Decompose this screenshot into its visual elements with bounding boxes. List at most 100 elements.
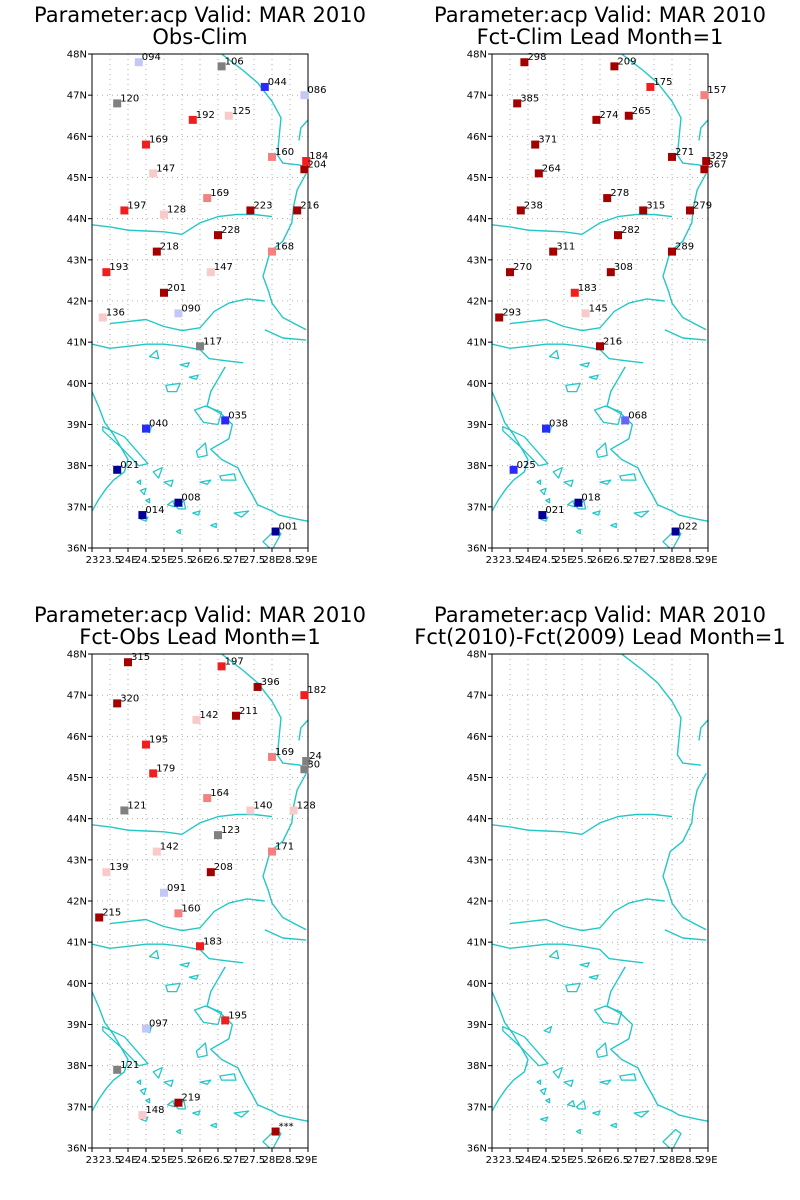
island-outline xyxy=(188,374,199,380)
station-marker xyxy=(149,769,158,778)
x-tick-label: 28.5 xyxy=(679,1155,701,1166)
map-panel-fct-clim: Parameter:acp Valid: MAR 2010 Fct-Clim Le… xyxy=(400,0,800,600)
y-tick-label: 40N xyxy=(67,979,87,990)
station-marker xyxy=(149,169,158,178)
station-value-label: 293 xyxy=(502,307,521,318)
island-outline xyxy=(175,1128,181,1135)
station-value-label: 274 xyxy=(599,110,618,121)
x-tick-label: 25.5 xyxy=(171,555,193,566)
x-tick-label: 25E xyxy=(154,1155,173,1166)
island-outline xyxy=(210,522,217,529)
island-outline xyxy=(139,487,147,496)
y-tick-label: 44N xyxy=(67,814,87,825)
map-panel-svg: Parameter:acp Valid: MAR 2010Fct(2010)-F… xyxy=(414,603,786,1192)
x-tick-label: 27E xyxy=(226,555,245,566)
station-value-label: 271 xyxy=(675,147,694,158)
x-tick-label: 23 xyxy=(486,555,499,566)
station-value-label: 192 xyxy=(196,110,215,121)
station-value-label: 140 xyxy=(253,800,272,811)
station-value-label: 195 xyxy=(228,1010,247,1021)
panel-title: Parameter:acp Valid: MAR 2010 xyxy=(34,3,366,27)
station-value-label: 311 xyxy=(556,242,575,253)
station-value-label: 193 xyxy=(109,262,128,273)
coastline xyxy=(92,991,129,1112)
station-marker xyxy=(98,313,107,322)
island-outline xyxy=(145,1097,151,1104)
x-tick-label: 26.5 xyxy=(607,555,629,566)
station-marker xyxy=(113,465,122,474)
y-tick-label: 47N xyxy=(467,691,487,702)
y-tick-label: 48N xyxy=(67,50,87,61)
island-outline xyxy=(610,1122,617,1129)
x-tick-label: 28E xyxy=(262,1155,281,1166)
island-outline xyxy=(565,982,581,993)
island-outline xyxy=(579,962,590,968)
x-tick-label: 24E xyxy=(118,1155,137,1166)
station-marker xyxy=(534,169,543,178)
island-outline xyxy=(619,473,637,481)
y-tick-label: 36N xyxy=(467,544,487,555)
station-marker xyxy=(217,662,226,671)
y-tick-label: 42N xyxy=(467,297,487,308)
x-tick-label: 28E xyxy=(262,555,281,566)
station-value-label: 035 xyxy=(228,410,247,421)
island-outline xyxy=(565,382,581,393)
x-tick-label: 25.5 xyxy=(571,1155,593,1166)
coastline xyxy=(606,966,708,1122)
station-marker xyxy=(95,913,104,922)
station-value-label: 30 xyxy=(307,759,320,770)
y-tick-label: 41N xyxy=(467,338,487,349)
map-layer xyxy=(92,54,308,548)
x-tick-label: 27.5 xyxy=(643,1155,665,1166)
island-outline xyxy=(592,1110,601,1116)
x-tick-label: 24E xyxy=(118,555,137,566)
island-outline xyxy=(192,510,201,516)
station-marker xyxy=(206,868,215,877)
island-outline xyxy=(548,949,560,960)
station-value-label: 123 xyxy=(221,825,240,836)
island-outline xyxy=(543,1025,553,1034)
y-tick-label: 41N xyxy=(67,338,87,349)
station-marker xyxy=(142,1024,150,1033)
y-tick-label: 36N xyxy=(467,1144,487,1155)
panel-subtitle: Fct-Clim Lead Month=1 xyxy=(477,25,724,49)
coastline xyxy=(92,343,244,364)
island-outline xyxy=(517,1165,611,1192)
station-marker xyxy=(538,511,547,520)
x-tick-label: 27E xyxy=(626,555,645,566)
island-outline xyxy=(536,1079,542,1085)
island-outline xyxy=(165,982,181,993)
y-tick-label: 36N xyxy=(67,544,87,555)
station-value-label: 008 xyxy=(181,493,200,504)
station-marker xyxy=(592,115,601,124)
station-marker xyxy=(293,206,302,215)
station-marker xyxy=(268,247,276,256)
island-outline xyxy=(579,362,590,368)
x-tick-label: 29E xyxy=(698,1155,717,1166)
y-tick-label: 41N xyxy=(67,938,87,949)
coastline xyxy=(664,929,707,941)
x-tick-label: 28.5 xyxy=(279,555,301,566)
x-tick-label: 28E xyxy=(662,1155,681,1166)
island-outline xyxy=(165,382,181,393)
y-tick-label: 39N xyxy=(467,1020,487,1031)
y-tick-label: 46N xyxy=(467,732,487,743)
panel-subtitle: Obs-Clim xyxy=(152,25,247,49)
station-value-label: *** xyxy=(279,1122,294,1133)
station-value-label: 160 xyxy=(181,903,200,914)
station-value-label: 209 xyxy=(617,56,636,67)
y-tick-label: 39N xyxy=(67,1020,87,1031)
x-tick-label: 26E xyxy=(190,1155,209,1166)
island-outline xyxy=(195,442,208,459)
x-tick-label: 27.5 xyxy=(643,555,665,566)
station-marker xyxy=(668,247,676,256)
x-tick-label: 26E xyxy=(590,555,609,566)
station-value-label: 169 xyxy=(210,188,229,199)
coastline xyxy=(509,898,665,932)
station-marker xyxy=(509,465,518,474)
station-value-label: 136 xyxy=(106,307,125,318)
x-tick-label: 23 xyxy=(86,1155,99,1166)
y-tick-label: 36N xyxy=(67,1144,87,1155)
island-outline xyxy=(262,1128,282,1148)
y-tick-label: 43N xyxy=(467,255,487,266)
